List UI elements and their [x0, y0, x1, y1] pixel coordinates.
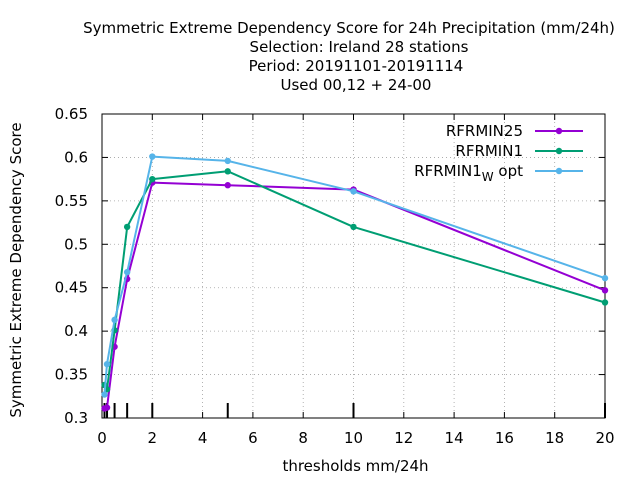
series-line [103, 155, 606, 395]
data-point [601, 287, 609, 294]
y-tick-label: 0.4 [64, 322, 88, 340]
y-axis-label: Symmetric Extreme Dependency Score [7, 122, 25, 417]
legend-item: RFRMIN25 [446, 122, 583, 140]
y-tick-label: 0.45 [55, 279, 88, 297]
data-point [103, 360, 111, 368]
data-point [149, 175, 156, 183]
title-line: Selection: Ireland 28 stations [250, 38, 469, 56]
grid [102, 114, 605, 418]
data-point [224, 157, 231, 165]
data-point [601, 299, 609, 306]
data-point [149, 153, 156, 160]
legend-item: RFRMIN1 [455, 142, 583, 160]
legend-item: RFRMIN1W opt [414, 162, 583, 184]
x-tick-label: 14 [445, 429, 464, 447]
x-tick-label: 10 [344, 429, 363, 447]
title-line: Used 00,12 + 24-00 [281, 76, 432, 94]
legend-label: RFRMIN1W opt [414, 162, 523, 184]
chart-title: Symmetric Extreme Dependency Score for 2… [83, 19, 615, 94]
legend-label: RFRMIN25 [446, 122, 523, 140]
data-point [224, 182, 231, 189]
y-tick-label: 0.35 [55, 366, 88, 384]
title-line: Period: 20191101-20191114 [249, 57, 464, 75]
legend-label: RFRMIN1 [455, 142, 523, 160]
series [101, 153, 609, 412]
data-point [111, 316, 118, 324]
data-point [103, 404, 111, 411]
x-tick-label: 20 [595, 429, 614, 447]
legend-marker [555, 167, 563, 175]
data-point [101, 391, 108, 398]
threshold-marks [103, 403, 606, 418]
x-tick-label: 8 [298, 429, 308, 447]
y-tick-label: 0.55 [55, 192, 88, 210]
x-axis-label: thresholds mm/24h [282, 457, 428, 475]
title-line: Symmetric Extreme Dependency Score for 2… [83, 19, 615, 37]
y-tick-label: 0.3 [64, 409, 88, 427]
series-line [103, 170, 606, 391]
x-tick-label: 12 [394, 429, 413, 447]
series-1 [101, 179, 609, 412]
data-point [224, 168, 231, 175]
x-tick-label: 0 [97, 429, 107, 447]
x-tick-label: 2 [148, 429, 158, 447]
series-3 [101, 153, 609, 398]
y-tick-label: 0.6 [64, 148, 88, 166]
data-point [601, 274, 609, 282]
x-tick-label: 18 [545, 429, 564, 447]
data-point [350, 188, 357, 195]
x-tick-label: 4 [198, 429, 208, 447]
data-point [123, 268, 131, 276]
series-2 [101, 168, 609, 393]
x-tick-label: 16 [495, 429, 514, 447]
axis-ticks: 0 2 4 6 8 10 12 14 16 18 20 0.3 0.35 0.4 0.45 0.5 0.55 0.… [55, 105, 615, 447]
series-line [104, 181, 606, 410]
y-tick-label: 0.5 [64, 235, 88, 253]
data-point [123, 223, 131, 231]
data-point [350, 223, 357, 231]
y-tick-label: 0.65 [55, 105, 88, 123]
legend: RFRMIN25 RFRMIN1 RFRMIN1W opt [414, 122, 583, 184]
legend-marker [555, 127, 563, 135]
x-tick-label: 6 [248, 429, 258, 447]
legend-marker [555, 147, 563, 155]
